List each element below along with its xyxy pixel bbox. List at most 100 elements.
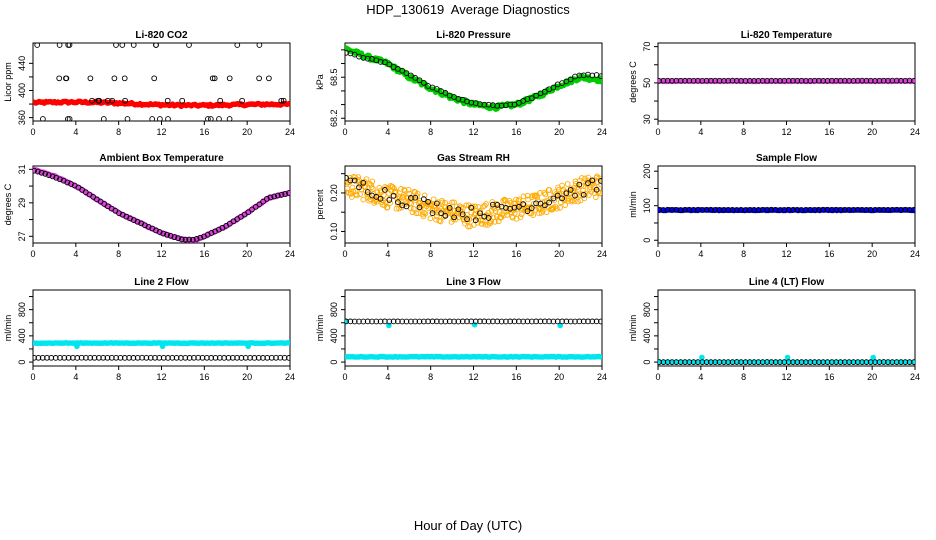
x-tick-label: 12 xyxy=(468,249,478,259)
data-point xyxy=(507,318,514,325)
x-tick-label: 24 xyxy=(285,249,295,259)
data-point xyxy=(539,208,546,214)
data-points xyxy=(33,339,290,361)
data-point xyxy=(216,354,223,361)
x-tick-label: 12 xyxy=(156,127,166,137)
panel-title: Gas Stream RH xyxy=(437,153,510,164)
data-point xyxy=(785,359,792,365)
data-point xyxy=(820,359,827,365)
data-point xyxy=(885,77,891,84)
data-point xyxy=(251,355,258,361)
data-point xyxy=(518,211,525,218)
data-point xyxy=(541,88,548,95)
data-point xyxy=(66,116,73,121)
data-point xyxy=(829,77,835,84)
data-point xyxy=(369,178,376,185)
data-point xyxy=(772,206,779,213)
data-point xyxy=(472,318,479,325)
data-points xyxy=(33,166,290,243)
data-point xyxy=(569,197,576,204)
data-point xyxy=(481,202,488,209)
data-point xyxy=(658,359,662,365)
data-point xyxy=(893,206,900,213)
data-point xyxy=(226,116,233,121)
data-point xyxy=(370,185,376,192)
x-axis-label: Hour of Day (UTC) xyxy=(413,518,523,533)
data-point xyxy=(360,196,367,203)
data-point xyxy=(567,318,574,325)
x-tick-label: 20 xyxy=(242,372,252,382)
data-point xyxy=(777,359,783,365)
data-point xyxy=(277,354,284,361)
data-point xyxy=(364,55,371,62)
data-point xyxy=(63,75,70,82)
data-point xyxy=(880,206,887,213)
x-tick-label: 0 xyxy=(342,127,347,137)
x-tick-label: 4 xyxy=(385,372,390,382)
data-point xyxy=(351,318,358,325)
data-point xyxy=(204,354,210,361)
data-point xyxy=(384,204,391,211)
data-point xyxy=(885,359,891,365)
x-tick-label: 0 xyxy=(342,372,347,382)
data-point xyxy=(405,186,412,193)
data-point xyxy=(520,193,527,200)
data-point xyxy=(267,194,274,201)
x-tick-label: 24 xyxy=(910,249,920,259)
data-point xyxy=(477,208,484,214)
data-point xyxy=(729,359,736,365)
data-point xyxy=(850,77,857,84)
x-tick-label: 20 xyxy=(554,249,564,259)
data-point xyxy=(554,205,560,212)
data-point xyxy=(437,218,444,225)
data-point xyxy=(401,187,408,194)
data-point xyxy=(469,203,476,210)
x-tick-label: 4 xyxy=(73,372,78,382)
panel-title: Sample Flow xyxy=(756,153,817,164)
data-point xyxy=(699,207,706,213)
data-point xyxy=(528,95,535,102)
x-tick-label: 16 xyxy=(511,372,521,382)
data-point xyxy=(395,199,401,205)
panel-title: Ambient Box Temperature xyxy=(99,153,224,164)
data-point xyxy=(712,77,719,84)
x-tick-label: 4 xyxy=(73,127,78,137)
data-point xyxy=(798,207,805,213)
data-point xyxy=(45,172,52,178)
data-point xyxy=(811,359,818,365)
data-point xyxy=(130,355,137,361)
data-point xyxy=(108,354,115,361)
x-tick-label: 0 xyxy=(655,372,660,382)
y-tick-label: 360 xyxy=(17,110,27,125)
x-tick-label: 16 xyxy=(511,127,521,137)
data-point xyxy=(854,206,861,213)
data-point xyxy=(725,77,732,84)
data-point xyxy=(553,191,560,197)
x-tick-label: 20 xyxy=(554,372,564,382)
data-point xyxy=(122,97,128,104)
data-point xyxy=(464,216,470,222)
data-point xyxy=(911,359,915,365)
data-point xyxy=(134,218,141,225)
data-point xyxy=(593,318,600,325)
data-point xyxy=(403,203,410,210)
data-point xyxy=(216,116,222,121)
data-point xyxy=(126,354,132,361)
data-point xyxy=(859,359,865,365)
data-point xyxy=(498,102,505,109)
data-point xyxy=(117,354,124,361)
data-point xyxy=(455,318,462,325)
data-point xyxy=(598,78,602,85)
data-point xyxy=(876,359,883,365)
data-point xyxy=(811,206,818,213)
data-point xyxy=(575,198,581,205)
data-point xyxy=(906,359,913,365)
data-point xyxy=(446,205,453,211)
y-axis-label: ml/min xyxy=(628,191,638,218)
data-point xyxy=(751,359,757,365)
data-point xyxy=(408,195,414,201)
data-point xyxy=(491,205,498,212)
data-point xyxy=(816,207,822,213)
data-point xyxy=(777,77,783,84)
x-tick-label: 16 xyxy=(824,249,834,259)
